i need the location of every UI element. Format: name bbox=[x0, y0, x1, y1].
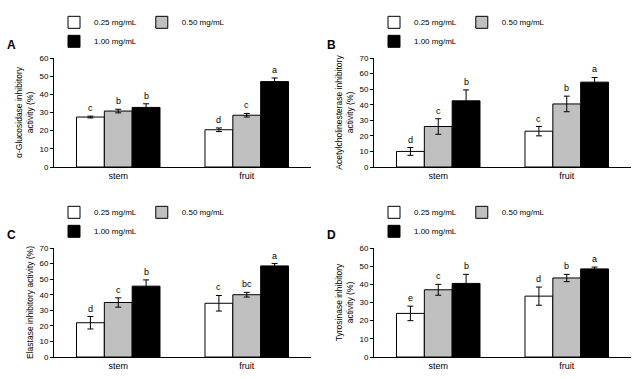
svg-text:10: 10 bbox=[359, 335, 368, 344]
svg-text:0: 0 bbox=[44, 163, 49, 172]
svg-text:bc: bc bbox=[242, 279, 252, 289]
svg-text:50: 50 bbox=[359, 262, 368, 271]
svg-text:30: 30 bbox=[359, 298, 368, 307]
svg-text:1.00 mg/mL: 1.00 mg/mL bbox=[94, 227, 137, 236]
svg-text:B: B bbox=[327, 38, 336, 52]
svg-text:0.25 mg/mL: 0.25 mg/mL bbox=[414, 18, 457, 27]
svg-text:0.25 mg/mL: 0.25 mg/mL bbox=[94, 18, 137, 27]
svg-text:Tyrosinase inhibitoryactivity: Tyrosinase inhibitoryactivity (%) bbox=[334, 263, 355, 341]
svg-text:fruit: fruit bbox=[239, 361, 255, 371]
svg-text:c: c bbox=[116, 285, 121, 295]
svg-text:1.00 mg/mL: 1.00 mg/mL bbox=[94, 37, 137, 46]
svg-text:20: 20 bbox=[39, 322, 48, 331]
svg-text:60: 60 bbox=[39, 54, 48, 63]
svg-text:d: d bbox=[88, 304, 93, 314]
svg-text:0.50 mg/mL: 0.50 mg/mL bbox=[182, 208, 225, 217]
svg-text:fruit: fruit bbox=[239, 171, 255, 181]
svg-text:b: b bbox=[464, 77, 469, 87]
svg-text:20: 20 bbox=[39, 126, 48, 135]
svg-text:α-Glucosidase inhibitoryactivi: α-Glucosidase inhibitoryactivity (%) bbox=[14, 66, 35, 158]
svg-text:a: a bbox=[592, 64, 597, 74]
svg-text:50: 50 bbox=[39, 72, 48, 81]
svg-text:a: a bbox=[272, 65, 277, 75]
svg-text:1.00 mg/mL: 1.00 mg/mL bbox=[414, 227, 457, 236]
svg-text:A: A bbox=[7, 38, 16, 52]
svg-text:C: C bbox=[7, 228, 16, 242]
svg-text:20: 20 bbox=[359, 132, 368, 141]
svg-text:50: 50 bbox=[359, 85, 368, 94]
svg-text:20: 20 bbox=[359, 316, 368, 325]
svg-text:c: c bbox=[436, 271, 441, 281]
svg-text:D: D bbox=[327, 228, 336, 242]
svg-text:0.50 mg/mL: 0.50 mg/mL bbox=[502, 208, 545, 217]
svg-text:Acetylcholinesterase inhibitor: Acetylcholinesterase inhibitoryactivity … bbox=[334, 55, 355, 170]
svg-text:0.50 mg/mL: 0.50 mg/mL bbox=[502, 18, 545, 27]
svg-text:60: 60 bbox=[359, 69, 368, 78]
svg-text:fruit: fruit bbox=[559, 361, 575, 371]
svg-text:a: a bbox=[592, 254, 597, 264]
svg-text:Elastase inhibitory activity (: Elastase inhibitory activity (%) bbox=[25, 246, 35, 359]
svg-text:d: d bbox=[216, 115, 221, 125]
svg-text:b: b bbox=[116, 96, 121, 106]
svg-text:e: e bbox=[408, 293, 413, 303]
svg-text:0: 0 bbox=[44, 353, 49, 362]
svg-text:40: 40 bbox=[39, 291, 48, 300]
svg-text:40: 40 bbox=[359, 280, 368, 289]
svg-text:40: 40 bbox=[359, 101, 368, 110]
svg-text:10: 10 bbox=[39, 145, 48, 154]
svg-text:60: 60 bbox=[39, 259, 48, 268]
svg-text:60: 60 bbox=[359, 244, 368, 253]
svg-text:b: b bbox=[464, 261, 469, 271]
svg-text:30: 30 bbox=[359, 116, 368, 125]
svg-text:70: 70 bbox=[39, 244, 48, 253]
svg-text:c: c bbox=[216, 282, 221, 292]
svg-text:stem: stem bbox=[108, 361, 128, 371]
svg-text:c: c bbox=[436, 106, 441, 116]
svg-text:d: d bbox=[536, 274, 541, 284]
svg-text:10: 10 bbox=[359, 147, 368, 156]
svg-text:a: a bbox=[272, 251, 277, 261]
svg-text:b: b bbox=[144, 267, 149, 277]
svg-text:0: 0 bbox=[364, 163, 369, 172]
svg-text:0: 0 bbox=[364, 353, 369, 362]
svg-text:stem: stem bbox=[428, 361, 448, 371]
svg-text:0.25 mg/mL: 0.25 mg/mL bbox=[414, 208, 457, 217]
svg-text:c: c bbox=[244, 100, 249, 110]
svg-text:c: c bbox=[88, 103, 93, 113]
svg-text:70: 70 bbox=[359, 54, 368, 63]
svg-text:1.00 mg/mL: 1.00 mg/mL bbox=[414, 37, 457, 46]
svg-text:40: 40 bbox=[39, 90, 48, 99]
svg-text:0.50 mg/mL: 0.50 mg/mL bbox=[182, 18, 225, 27]
svg-text:10: 10 bbox=[39, 337, 48, 346]
svg-text:0.25 mg/mL: 0.25 mg/mL bbox=[94, 208, 137, 217]
svg-text:30: 30 bbox=[39, 108, 48, 117]
svg-text:d: d bbox=[408, 135, 413, 145]
svg-text:c: c bbox=[536, 114, 541, 124]
svg-text:fruit: fruit bbox=[559, 171, 575, 181]
svg-text:b: b bbox=[564, 261, 569, 271]
svg-text:b: b bbox=[564, 83, 569, 93]
svg-text:stem: stem bbox=[108, 171, 128, 181]
svg-text:stem: stem bbox=[428, 171, 448, 181]
svg-text:b: b bbox=[144, 91, 149, 101]
svg-text:30: 30 bbox=[39, 306, 48, 315]
svg-text:50: 50 bbox=[39, 275, 48, 284]
